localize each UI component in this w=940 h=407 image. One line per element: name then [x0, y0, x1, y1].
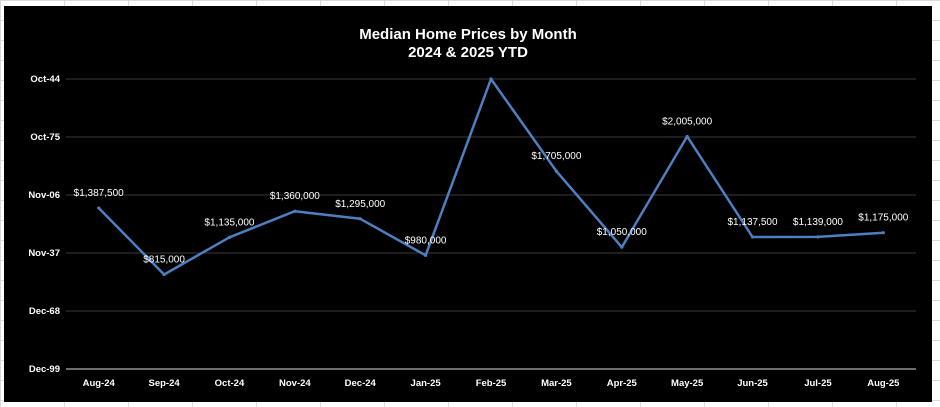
data-point — [554, 169, 558, 173]
data-label: $1,050,000 — [597, 227, 647, 238]
x-tick-label: Jul-25 — [804, 378, 832, 389]
x-tick-label: Oct-24 — [215, 378, 245, 389]
data-point — [162, 272, 166, 277]
y-tick-label: Dec-99 — [29, 364, 60, 375]
data-point — [816, 235, 820, 239]
series-line-layer — [97, 77, 885, 277]
x-tick-label: Mar-25 — [541, 378, 572, 389]
data-label: $1,137,500 — [728, 217, 778, 228]
y-tick-label: Dec-68 — [29, 306, 60, 317]
data-point — [620, 245, 624, 249]
data-label: $815,000 — [143, 254, 185, 265]
data-point — [97, 206, 101, 210]
data-label: $1,387,500 — [74, 188, 124, 199]
x-tick-label: Aug-24 — [83, 378, 116, 389]
x-axis-tick-labels: Aug-24 Sep-24 Oct-24 Nov-24 Dec-24 Jan-25 Feb-… — [83, 378, 901, 389]
y-tick-label: Oct-75 — [30, 132, 60, 143]
x-tick-label: Apr-25 — [607, 378, 638, 389]
data-point — [685, 134, 689, 139]
x-tick-label: Nov-24 — [279, 378, 311, 389]
y-tick-label: Oct-44 — [30, 74, 60, 85]
data-point — [358, 217, 362, 221]
x-tick-label: Dec-24 — [345, 378, 377, 389]
y-tick-label: Nov-06 — [28, 190, 60, 201]
chart-subtitle: 2024 & 2025 YTD — [408, 44, 528, 61]
data-point — [881, 231, 885, 235]
data-point — [424, 253, 428, 257]
y-tick-label: Nov-37 — [28, 248, 60, 259]
data-labels: $1,387,500 $815,000 $1,135,000 $1,360,000 $1… — [74, 116, 909, 265]
x-tick-label: May-25 — [671, 378, 704, 389]
data-label: $1,139,000 — [793, 217, 843, 228]
data-label: $1,175,000 — [858, 213, 908, 224]
data-label: $1,135,000 — [204, 217, 254, 228]
chart-area: Median Home Prices by Month 2024 & 2025 … — [4, 6, 932, 402]
x-tick-label: Jun-25 — [737, 378, 768, 389]
x-tick-label: Sep-24 — [148, 378, 180, 389]
y-axis-tick-labels: Oct-44 Oct-75 Nov-06 Nov-37 Dec-68 Dec-99 — [28, 74, 60, 375]
chart-title: Median Home Prices by Month — [359, 26, 577, 43]
data-label: $1,705,000 — [531, 151, 581, 162]
line-chart: Median Home Prices by Month 2024 & 2025 … — [28, 26, 916, 389]
x-tick-label: Feb-25 — [476, 378, 507, 389]
x-tick-label: Aug-25 — [867, 378, 900, 389]
x-tick-label: Jan-25 — [411, 378, 442, 389]
gridlines — [66, 78, 916, 370]
data-label: $2,005,000 — [662, 116, 712, 127]
data-point — [227, 235, 232, 239]
data-point — [293, 209, 297, 213]
data-label: $1,360,000 — [270, 191, 320, 202]
data-label: $980,000 — [405, 235, 447, 246]
data-label: $1,295,000 — [335, 199, 385, 210]
series-line — [97, 77, 885, 276]
data-point — [750, 235, 755, 239]
data-point — [489, 77, 493, 81]
